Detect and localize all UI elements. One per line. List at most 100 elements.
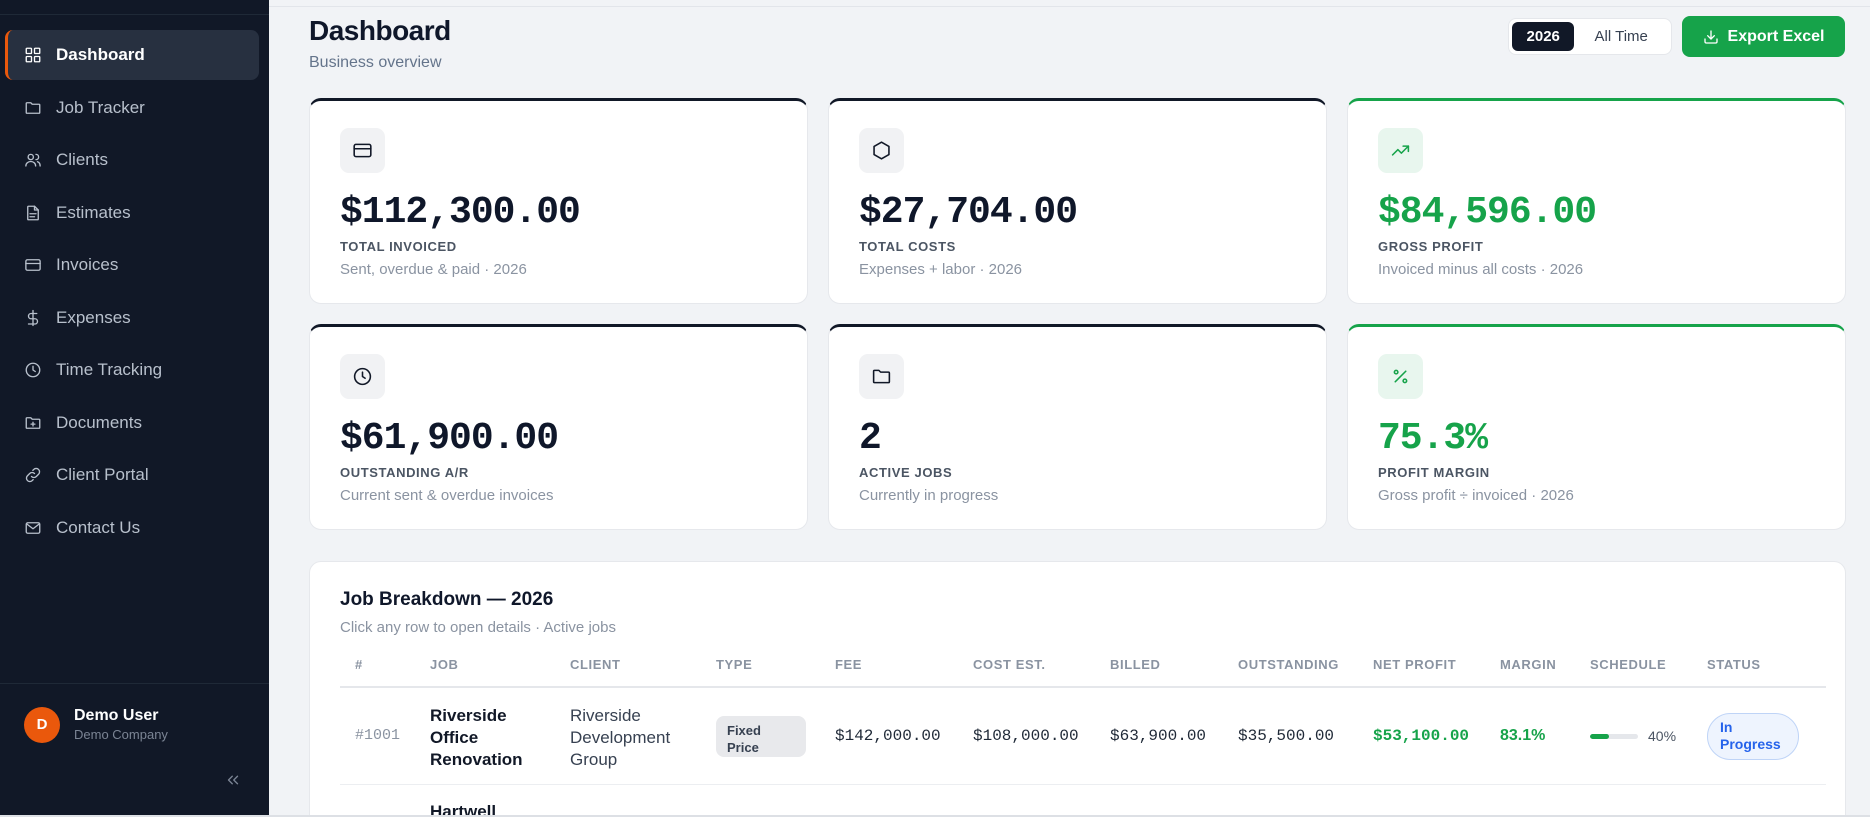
sidebar-item-label: Estimates <box>56 202 131 222</box>
sidebar-item-estimates[interactable]: Estimates <box>5 188 259 238</box>
outstanding-value: $35,500.00 <box>1238 727 1335 745</box>
margin-value: 83.1% <box>1500 727 1546 744</box>
stat-card-total-costs: $27,704.00 TOTAL COSTS Expenses + labor … <box>828 98 1327 304</box>
main-divider-top <box>269 6 1870 7</box>
users-icon <box>23 150 43 170</box>
column-header-client: CLIENT <box>570 657 621 672</box>
page-subtitle: Business overview <box>309 54 442 71</box>
user-profile[interactable]: D Demo User Demo Company <box>24 706 168 743</box>
type-badge: Fixed Price <box>716 716 806 757</box>
status-badge: In Progress <box>1707 713 1799 760</box>
panel-title: Job Breakdown — 2026 <box>340 589 554 610</box>
stat-label: OUTSTANDING A/R <box>340 465 469 480</box>
bottom-edge <box>0 815 1870 817</box>
stat-card-gross-profit: $84,596.00 GROSS PROFIT Invoiced minus a… <box>1347 98 1846 304</box>
column-header-schedule: SCHEDULE <box>1590 657 1667 672</box>
column-header-cost-est: COST EST. <box>973 657 1046 672</box>
sidebar-item-label: Invoices <box>56 255 119 274</box>
column-header-billed: BILLED <box>1110 657 1161 672</box>
file-text-icon <box>23 203 43 223</box>
mail-icon <box>23 518 43 538</box>
sidebar-item-label: Documents <box>56 412 142 432</box>
sidebar-item-label: Time Tracking <box>56 360 163 379</box>
collapse-sidebar-button[interactable] <box>221 768 245 792</box>
credit-card-icon <box>340 128 385 173</box>
stat-value: 2 <box>859 417 882 460</box>
job-name: Hartwell <box>430 802 497 817</box>
schedule-progress-fill <box>1590 734 1610 739</box>
user-company: Demo Company <box>74 727 168 742</box>
column-header-fee: FEE <box>835 657 863 672</box>
stat-value: 75.3% <box>1378 417 1488 460</box>
stat-value: $84,596.00 <box>1378 191 1597 234</box>
date-range-toggle: 2026 All Time <box>1508 18 1672 55</box>
stat-value: $27,704.00 <box>859 191 1078 234</box>
billed-value: $63,900.00 <box>1110 727 1207 745</box>
user-name: Demo User <box>74 707 159 724</box>
download-icon <box>1703 29 1718 44</box>
stat-subtitle: Invoiced minus all costs · 2026 <box>1378 261 1584 278</box>
stat-card-profit-margin: 75.3% PROFIT MARGIN Gross profit ÷ invoi… <box>1347 324 1846 530</box>
stat-label: TOTAL COSTS <box>859 239 956 254</box>
sidebar-item-expenses[interactable]: Expenses <box>5 293 259 343</box>
export-excel-button[interactable]: Export Excel <box>1682 16 1845 57</box>
grid-icon <box>23 45 43 65</box>
stat-subtitle: Currently in progress <box>859 487 999 504</box>
net-profit-value: $53,100.00 <box>1373 727 1470 745</box>
client-name: Riverside Development Group <box>570 706 671 769</box>
stat-subtitle: Sent, overdue & paid · 2026 <box>340 261 527 278</box>
clock-icon <box>23 360 43 380</box>
sidebar-item-contact-us[interactable]: Contact Us <box>5 503 259 553</box>
sidebar-item-label: Clients <box>56 150 108 169</box>
column-header-type: TYPE <box>716 657 753 672</box>
sidebar-divider-bottom <box>0 683 269 684</box>
sidebar-divider-top <box>0 14 269 15</box>
panel-subtitle: Click any row to open details · Active j… <box>340 619 616 636</box>
stat-label: TOTAL INVOICED <box>340 239 457 254</box>
clock-icon <box>340 354 385 399</box>
sidebar-item-invoices[interactable]: Invoices <box>5 240 259 290</box>
credit-card-icon <box>23 255 43 275</box>
sidebar-item-client-portal[interactable]: Client Portal <box>5 450 259 500</box>
sidebar-item-label: Contact Us <box>56 517 141 537</box>
range-option-all-time[interactable]: All Time <box>1594 28 1648 45</box>
sidebar-item-time-tracking[interactable]: Time Tracking <box>5 345 259 395</box>
sidebar-item-clients[interactable]: Clients <box>5 135 259 185</box>
fee-value: $142,000.00 <box>835 727 941 745</box>
job-number: #1001 <box>355 727 401 744</box>
chevrons-left-icon <box>227 775 239 785</box>
stat-card-total-invoiced: $112,300.00 TOTAL INVOICED Sent, overdue… <box>309 98 808 304</box>
stat-card-active-jobs: 2 ACTIVE JOBS Currently in progress <box>828 324 1327 530</box>
link-icon <box>23 465 43 485</box>
column-header-margin: MARGIN <box>1500 657 1557 672</box>
column-header-outstanding: OUTSTANDING <box>1238 657 1339 672</box>
percent-icon <box>1378 354 1423 399</box>
column-header-status: STATUS <box>1707 657 1761 672</box>
stat-subtitle: Gross profit ÷ invoiced · 2026 <box>1378 487 1574 504</box>
stat-card-outstanding-ar: $61,900.00 OUTSTANDING A/R Current sent … <box>309 324 808 530</box>
table-row-divider <box>340 784 1826 785</box>
job-name: Riverside Office Renovation <box>430 706 523 769</box>
stat-label: GROSS PROFIT <box>1378 239 1484 254</box>
range-option-2026[interactable]: 2026 <box>1512 22 1575 51</box>
column-header-net-profit: NET PROFIT <box>1373 657 1457 672</box>
stat-value: $61,900.00 <box>340 417 559 460</box>
page-title: Dashboard <box>309 15 451 46</box>
column-header-number: # <box>355 657 363 672</box>
export-excel-label: Export Excel <box>1727 27 1825 45</box>
stat-label: ACTIVE JOBS <box>859 465 953 480</box>
sidebar-item-label: Client Portal <box>56 465 149 484</box>
sidebar-item-job-tracker[interactable]: Job Tracker <box>5 83 259 133</box>
trending-up-icon <box>1378 128 1423 173</box>
sidebar-nav: Dashboard Job Tracker Clients Estimates … <box>5 30 259 555</box>
sidebar-item-label: Dashboard <box>56 45 145 64</box>
table-header-divider <box>340 686 1826 688</box>
stat-label: PROFIT MARGIN <box>1378 465 1490 480</box>
sidebar-item-label: Job Tracker <box>56 97 145 117</box>
sidebar-item-label: Expenses <box>56 307 131 327</box>
folder-icon <box>859 354 904 399</box>
sidebar-item-documents[interactable]: Documents <box>5 398 259 448</box>
stat-value: $112,300.00 <box>340 191 581 234</box>
job-breakdown-panel: Job Breakdown — 2026 Click any row to op… <box>309 561 1846 817</box>
sidebar-item-dashboard[interactable]: Dashboard <box>5 30 259 80</box>
